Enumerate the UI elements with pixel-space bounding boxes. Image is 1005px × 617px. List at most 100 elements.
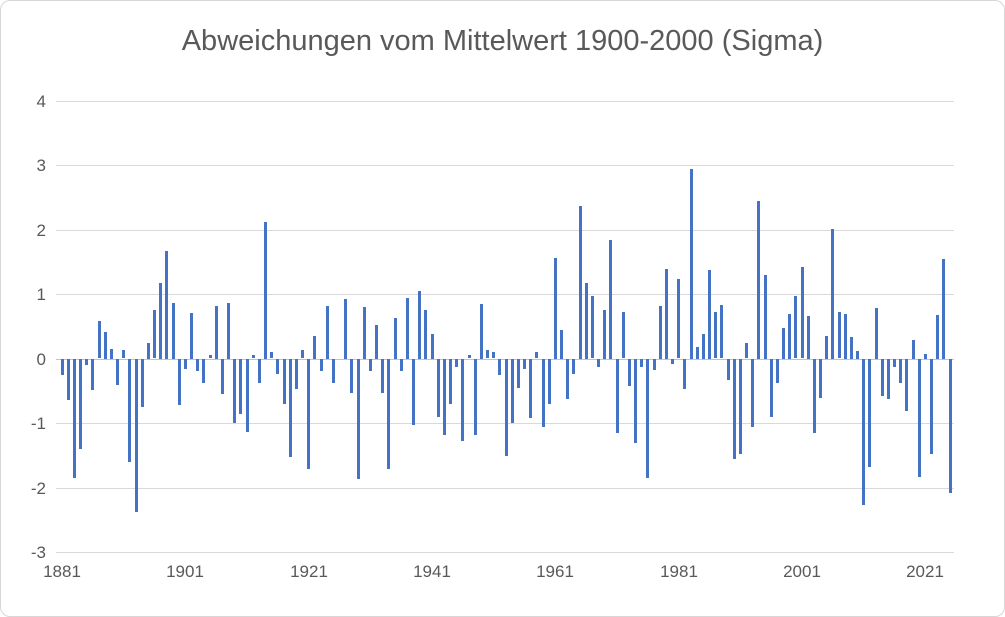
x-axis-tick-label: 1961 bbox=[536, 562, 574, 581]
bar-1921 bbox=[307, 359, 311, 469]
bar-1882 bbox=[66, 359, 70, 400]
bar-2000 bbox=[794, 296, 798, 358]
bar-1907 bbox=[220, 359, 224, 394]
bar-1897 bbox=[159, 283, 163, 359]
y-axis-tick-label: -2 bbox=[30, 479, 46, 498]
bar-1970 bbox=[609, 240, 613, 359]
bar-1923 bbox=[319, 359, 323, 371]
bar-1993 bbox=[751, 359, 755, 427]
bar-1915 bbox=[270, 352, 274, 358]
bar-1948 bbox=[473, 359, 477, 435]
bar-1892 bbox=[128, 359, 132, 462]
bar-1917 bbox=[282, 359, 286, 404]
bar-1912 bbox=[251, 355, 255, 358]
bar-1998 bbox=[782, 328, 785, 359]
bar-2019 bbox=[911, 340, 915, 359]
x-axis-tick-label: 2021 bbox=[906, 562, 944, 581]
bar-1957 bbox=[529, 359, 533, 418]
bar-1886 bbox=[91, 359, 95, 390]
bar-2020 bbox=[917, 359, 921, 477]
bar-1980 bbox=[671, 359, 674, 364]
x-axis-tick-label: 2001 bbox=[783, 562, 821, 581]
bar-1919 bbox=[294, 359, 298, 389]
bar-1991 bbox=[738, 359, 742, 454]
y-axis-tick-label: 3 bbox=[36, 156, 46, 175]
bar-2023 bbox=[936, 315, 940, 359]
bar-1974 bbox=[634, 359, 637, 443]
bar-1894 bbox=[140, 359, 144, 407]
bar-1910 bbox=[239, 359, 243, 414]
gridline bbox=[56, 165, 954, 166]
bar-1958 bbox=[535, 352, 539, 358]
y-axis-tick-label: 1 bbox=[36, 285, 46, 304]
bar-1961 bbox=[553, 258, 557, 359]
gridline bbox=[56, 230, 954, 231]
bar-2015 bbox=[886, 359, 890, 399]
bar-2018 bbox=[905, 359, 909, 411]
bar-1997 bbox=[775, 359, 779, 383]
bar-2009 bbox=[849, 337, 853, 359]
bar-1975 bbox=[640, 359, 644, 367]
bar-1881 bbox=[60, 359, 64, 375]
bar-1929 bbox=[356, 359, 360, 479]
bar-2005 bbox=[825, 336, 829, 359]
bar-1942 bbox=[436, 359, 440, 417]
x-axis-tick-label: 1941 bbox=[413, 562, 451, 581]
bar-1918 bbox=[288, 359, 292, 457]
bar-1955 bbox=[516, 359, 520, 388]
bar-1943 bbox=[442, 359, 446, 435]
bar-1920 bbox=[301, 350, 304, 358]
bar-2016 bbox=[893, 359, 896, 367]
bar-1989 bbox=[726, 359, 730, 380]
bar-1913 bbox=[257, 359, 261, 383]
bar-2008 bbox=[843, 314, 847, 359]
bar-1889 bbox=[109, 349, 113, 359]
bar-1891 bbox=[122, 350, 126, 358]
bar-1960 bbox=[547, 359, 551, 404]
bar-1911 bbox=[245, 359, 249, 432]
gridline bbox=[56, 101, 954, 102]
bar-1931 bbox=[368, 359, 372, 371]
bar-2006 bbox=[831, 229, 835, 359]
bar-1925 bbox=[331, 359, 335, 383]
bar-1934 bbox=[387, 359, 391, 469]
y-axis-tick-label: 4 bbox=[36, 92, 46, 111]
bar-1967 bbox=[590, 296, 594, 358]
bar-1968 bbox=[597, 359, 600, 367]
y-axis-tick-label: -3 bbox=[30, 543, 46, 562]
chart-title: Abweichungen vom Mittelwert 1900-2000 (S… bbox=[181, 25, 824, 57]
bar-1908 bbox=[227, 303, 230, 359]
bar-1981 bbox=[677, 279, 681, 358]
bar-2010 bbox=[856, 351, 859, 359]
bar-1883 bbox=[72, 359, 76, 478]
gridline bbox=[56, 488, 954, 489]
bar-1937 bbox=[405, 298, 409, 359]
bar-1916 bbox=[276, 359, 280, 374]
bar-2002 bbox=[806, 316, 810, 359]
bar-1962 bbox=[560, 330, 563, 359]
y-axis-tick-label: -1 bbox=[30, 414, 46, 433]
bar-1956 bbox=[523, 359, 526, 369]
bar-2014 bbox=[880, 359, 884, 396]
bar-1927 bbox=[344, 299, 348, 359]
x-axis-tick-label: 1881 bbox=[43, 562, 81, 581]
bar-1987 bbox=[714, 312, 718, 358]
bar-2007 bbox=[837, 312, 841, 358]
bar-1946 bbox=[461, 359, 465, 441]
bar-2021 bbox=[923, 354, 927, 359]
bar-1971 bbox=[615, 359, 619, 433]
bar-1972 bbox=[621, 312, 625, 358]
x-axis-tick-label: 1981 bbox=[660, 562, 698, 581]
bar-1982 bbox=[683, 359, 687, 389]
bar-1988 bbox=[720, 305, 724, 358]
bar-1945 bbox=[455, 359, 459, 367]
bar-1905 bbox=[208, 355, 212, 358]
bar-1973 bbox=[627, 359, 631, 386]
bar-1900 bbox=[177, 359, 181, 405]
bar-1901 bbox=[183, 359, 187, 369]
bar-1906 bbox=[214, 306, 218, 359]
bar-1995 bbox=[763, 275, 767, 359]
bar-1999 bbox=[788, 314, 792, 359]
bar-1959 bbox=[541, 359, 545, 427]
